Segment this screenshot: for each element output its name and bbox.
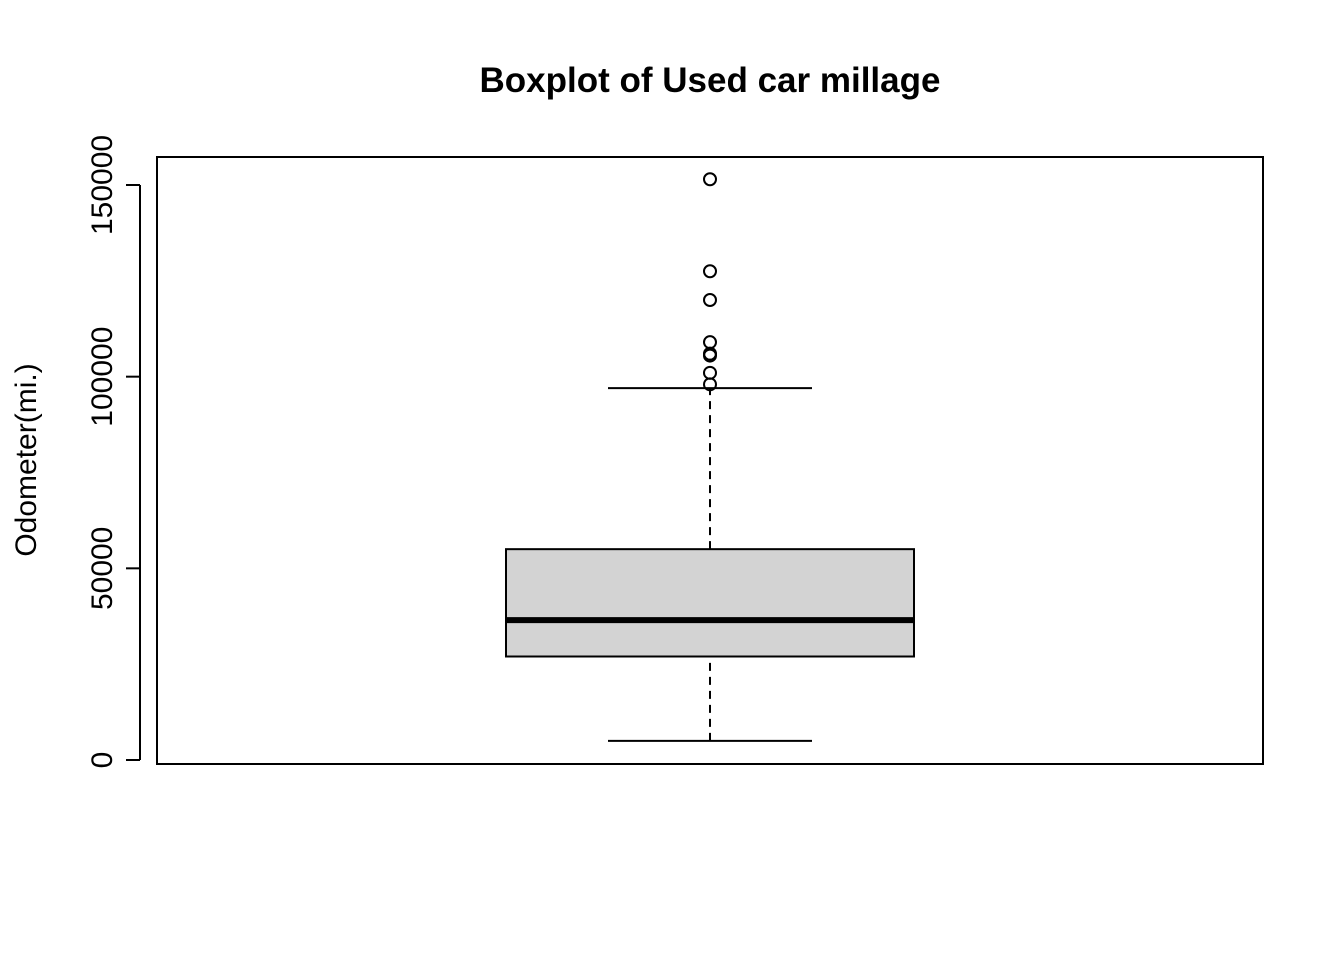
y-tick-label: 50000 bbox=[86, 527, 119, 610]
y-axis-label: Odometer(mi.) bbox=[10, 363, 43, 556]
outlier-point bbox=[703, 365, 717, 380]
chart-title: Boxplot of Used car millage bbox=[480, 61, 941, 100]
outlier-point bbox=[703, 293, 717, 307]
y-tick-label: 100000 bbox=[86, 327, 119, 427]
y-axis: 0 50000 100000 150000 bbox=[86, 135, 141, 769]
outlier-point bbox=[703, 172, 717, 187]
box-group bbox=[505, 172, 915, 742]
plot-frame bbox=[156, 156, 1264, 765]
outlier-point bbox=[703, 264, 717, 279]
y-tick-label: 150000 bbox=[86, 135, 119, 235]
outlier-point bbox=[703, 335, 717, 350]
iqr-box bbox=[505, 548, 915, 658]
y-tick-label: 0 bbox=[86, 752, 119, 769]
